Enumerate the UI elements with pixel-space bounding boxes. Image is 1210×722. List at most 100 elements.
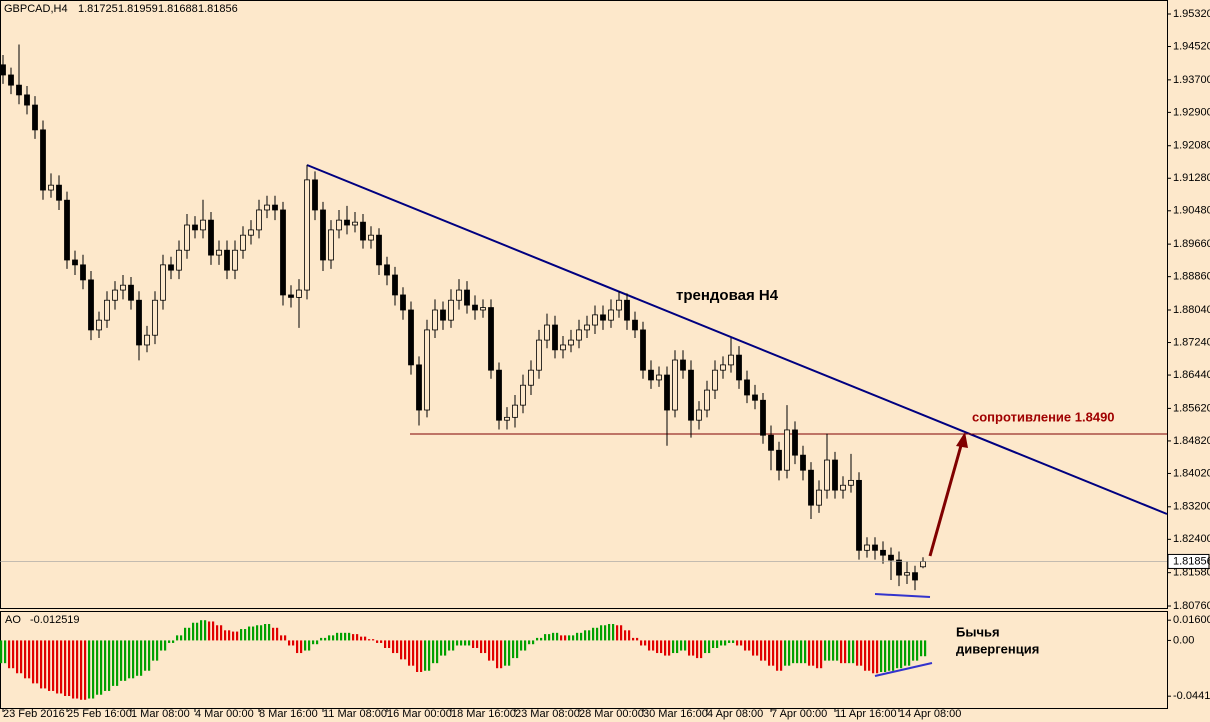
- candle-body: [360, 221, 366, 241]
- ao-bar: [120, 640, 123, 681]
- ao-bar: [108, 640, 111, 691]
- ao-bar: [568, 635, 571, 641]
- ao-bar: [908, 640, 911, 666]
- ao-bar: [640, 640, 643, 646]
- ao-bar: [880, 640, 883, 672]
- candle-body: [920, 561, 926, 568]
- candle-body: [744, 379, 750, 396]
- ao-bar: [272, 627, 275, 641]
- ao-bar: [896, 640, 899, 669]
- ao-bar: [180, 635, 183, 641]
- ao-bar: [888, 640, 891, 671]
- y-tick-label: 1.88860: [1173, 271, 1210, 283]
- close: 1.81856: [198, 3, 238, 15]
- candle-body: [832, 459, 838, 491]
- ao-bar: [580, 632, 583, 641]
- candle-body: [104, 299, 110, 321]
- ao-bar: [856, 640, 859, 666]
- ao-bar: [472, 640, 475, 648]
- ao-bar: [740, 640, 743, 646]
- candle-body: [472, 304, 478, 311]
- ao-bar: [524, 640, 527, 651]
- y-tick-label: 1.83200: [1173, 501, 1210, 513]
- y-tick-label: 1.94520: [1173, 40, 1210, 52]
- ao-bar: [492, 640, 495, 661]
- ao-bar: [800, 640, 803, 664]
- ao-bar: [88, 640, 91, 699]
- candle-body: [192, 224, 198, 231]
- ao-bar: [436, 640, 439, 664]
- symbol: GBPCAD,H4: [4, 3, 68, 15]
- candle-body: [376, 234, 382, 266]
- ao-bar: [8, 640, 11, 669]
- candle-body: [520, 384, 526, 406]
- ao-bar: [192, 622, 195, 641]
- candle-body: [456, 289, 462, 301]
- candle-body: [856, 479, 862, 551]
- main-frame: [0, 0, 1168, 609]
- ao-bar: [172, 640, 175, 643]
- ao-bar: [356, 634, 359, 641]
- candle-body: [568, 339, 574, 346]
- ao-bar: [368, 639, 371, 641]
- ao-bar: [572, 635, 575, 641]
- ao-bar: [808, 640, 811, 666]
- candle-body: [816, 489, 822, 506]
- ao-bar: [700, 640, 703, 659]
- ao-bar: [420, 640, 423, 672]
- divergence-price: [874, 593, 931, 598]
- ao-bar: [828, 640, 831, 661]
- y-tick-label: 1.95320: [1173, 8, 1210, 20]
- trend-line: [306, 164, 1168, 515]
- ao-bar: [612, 624, 615, 641]
- y-tick-label: 1.91280: [1173, 172, 1210, 184]
- candle-body: [784, 429, 790, 471]
- ao-bar: [164, 640, 167, 651]
- candle-body: [312, 179, 318, 211]
- candle-body: [232, 249, 238, 271]
- y-tick-label: 1.80760: [1173, 600, 1210, 612]
- low: 1.81688: [158, 3, 198, 15]
- ao-bar: [652, 640, 655, 651]
- y-tick-label: 1.84820: [1173, 435, 1210, 447]
- ao-bar: [300, 640, 303, 654]
- ao-bar: [168, 640, 171, 643]
- ao-bar: [288, 640, 291, 646]
- ao-bar: [840, 640, 843, 664]
- ao-bar: [128, 640, 131, 679]
- candle-body: [400, 294, 406, 311]
- candle-body: [488, 307, 494, 371]
- candle-body: [392, 274, 398, 296]
- y-tick-label: 1.82400: [1173, 533, 1210, 545]
- y-tick-label: 1.90480: [1173, 205, 1210, 217]
- y-tick-label: -0.044141: [1173, 690, 1210, 702]
- ao-bar: [624, 630, 627, 641]
- candle-body: [656, 374, 662, 381]
- ao-bar: [64, 640, 67, 696]
- candle-body: [320, 209, 326, 261]
- candle-body: [88, 279, 94, 331]
- ao-bar: [400, 640, 403, 660]
- ao-bar: [52, 640, 55, 691]
- candle-body: [824, 459, 830, 491]
- candle-body: [720, 364, 726, 371]
- ao-bar: [796, 640, 799, 664]
- ao-bar: [792, 640, 795, 664]
- ao-bar: [196, 622, 199, 641]
- candle-body: [112, 289, 118, 301]
- ao-bar: [136, 640, 139, 676]
- ao-bar: [608, 624, 611, 641]
- ao-bar: [708, 640, 711, 654]
- ao-name: AO: [5, 614, 21, 626]
- ao-bar: [552, 632, 555, 641]
- candle-body: [184, 224, 190, 251]
- ao-bar: [536, 637, 539, 641]
- ao-bar: [384, 640, 387, 648]
- ao-bar: [68, 640, 71, 696]
- candle-body: [328, 229, 334, 261]
- ao-bar: [628, 630, 631, 641]
- ao-bar: [884, 640, 887, 672]
- candle-body: [536, 339, 542, 371]
- y-tick-label: 1.92900: [1173, 106, 1210, 118]
- ao-bar: [832, 640, 835, 661]
